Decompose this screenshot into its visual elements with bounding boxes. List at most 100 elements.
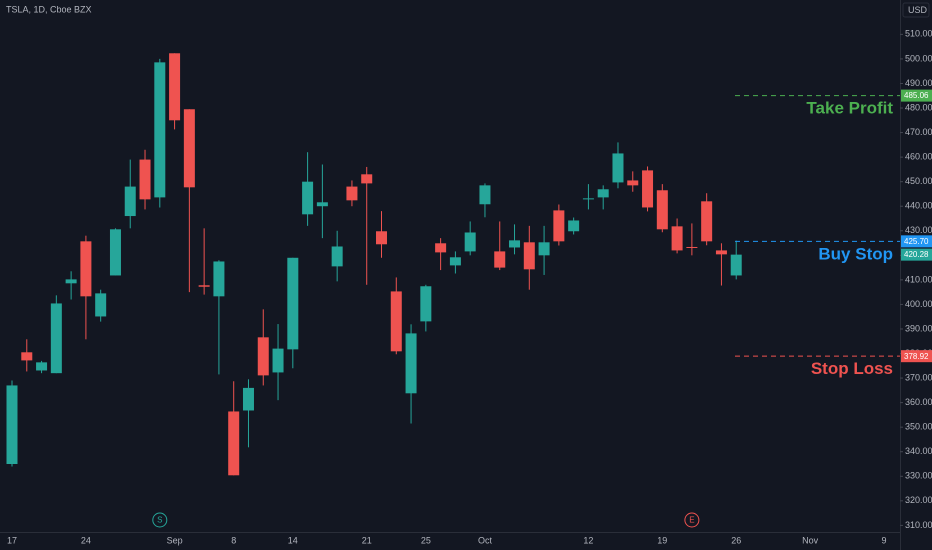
currency-box[interactable] [902, 2, 930, 18]
y-tick-label: 390.00 [905, 323, 932, 333]
y-tick-label: 490.00 [905, 78, 932, 88]
price-tag [901, 235, 932, 248]
candle-body [597, 189, 609, 198]
candle-body [730, 254, 742, 276]
price-tag-label: 378.92 [904, 352, 929, 361]
candle-body [21, 352, 33, 361]
y-tick-label: 320.00 [905, 495, 932, 505]
currency: USD [908, 5, 928, 15]
y-tick-label: 470.00 [905, 127, 932, 137]
y-tick-label: 450.00 [905, 176, 932, 186]
candle-body [376, 231, 387, 245]
candle-body [109, 229, 121, 276]
y-tick-label: 480.00 [905, 102, 932, 112]
price-tag [901, 350, 932, 363]
candle-body [169, 53, 181, 121]
candle-body [464, 232, 476, 252]
candle-body [479, 185, 491, 205]
candle-body [568, 220, 580, 232]
candle-body [316, 202, 328, 207]
candle-body [36, 362, 48, 371]
y-tick-label: 350.00 [905, 422, 932, 432]
candle-body [65, 279, 77, 284]
candle-body [405, 333, 417, 394]
candle-body [183, 109, 195, 188]
candle-body [553, 210, 565, 242]
x-tick-label: 21 [362, 535, 372, 545]
event-marker[interactable] [152, 512, 168, 528]
x-tick-label: 25 [421, 535, 431, 545]
x-tick-label: 24 [81, 535, 91, 545]
candle-body [346, 186, 358, 201]
x-tick-label: 8 [231, 535, 236, 545]
candle-body [331, 246, 343, 267]
price-tag-label: 485.06 [904, 91, 929, 100]
candle-body [124, 186, 136, 217]
level-label: Take Profit [806, 99, 893, 118]
candle-body [287, 257, 299, 350]
chart-title: TSLA, 1D, Cboe BZX [6, 4, 92, 14]
level-label: Stop Loss [811, 359, 893, 378]
candle-body [228, 411, 240, 476]
candle-body [6, 385, 18, 465]
x-tick-label: 26 [731, 535, 741, 545]
candle-body [612, 153, 624, 183]
x-tick-label: 17 [7, 535, 17, 545]
y-tick-label: 430.00 [905, 225, 932, 235]
candle-body [361, 174, 373, 184]
y-tick-label: 340.00 [905, 446, 932, 456]
y-tick-label: 330.00 [905, 471, 932, 481]
y-tick-label: 370.00 [905, 372, 932, 382]
y-tick-label: 360.00 [905, 397, 932, 407]
candle-body [302, 181, 314, 215]
candle-body [420, 286, 432, 322]
candle-body [715, 250, 727, 255]
candle-body [198, 285, 210, 287]
candle-body [435, 243, 447, 253]
x-tick-label: 19 [657, 535, 667, 545]
y-tick-label: 440.00 [905, 201, 932, 211]
event-marker[interactable] [684, 512, 700, 528]
event-label: E [689, 516, 694, 525]
x-tick-label: 12 [583, 535, 593, 545]
candle-body [257, 337, 269, 376]
candle-body [139, 159, 151, 200]
y-tick-label: 500.00 [905, 53, 932, 63]
y-tick-label: 510.00 [905, 29, 932, 39]
candle-body [538, 242, 550, 256]
candle-body [627, 180, 639, 186]
last-price-tag [901, 248, 932, 261]
x-tick-label: Sep [167, 535, 183, 545]
candle-body [154, 62, 166, 198]
y-tick-label: 460.00 [905, 151, 932, 161]
candle-body [213, 261, 225, 297]
candle-body [494, 251, 506, 268]
x-tick-label: Nov [802, 535, 819, 545]
price-tag [901, 89, 932, 102]
x-tick-label: Oct [478, 535, 493, 545]
candle-body [390, 291, 402, 352]
candle-body [80, 241, 92, 297]
x-tick-label: 9 [882, 535, 887, 545]
y-tick-label: 400.00 [905, 299, 932, 309]
last-price-label: 420.28 [904, 250, 929, 259]
candle-body [686, 246, 698, 248]
candle-body [656, 190, 668, 230]
candle-body [582, 198, 594, 200]
candle-body [50, 303, 62, 374]
candle-body [701, 201, 713, 242]
y-tick-label: 310.00 [905, 520, 932, 530]
level-label: Buy Stop [818, 244, 893, 263]
candle-body [523, 242, 535, 270]
candle-body [242, 387, 254, 411]
price-tag-label: 425.70 [904, 237, 929, 246]
candle-body [509, 240, 521, 248]
event-label: S [157, 516, 162, 525]
x-tick-label: 14 [288, 535, 298, 545]
candle-body [671, 226, 683, 251]
candle-body [272, 348, 284, 373]
candle-body [449, 257, 461, 266]
